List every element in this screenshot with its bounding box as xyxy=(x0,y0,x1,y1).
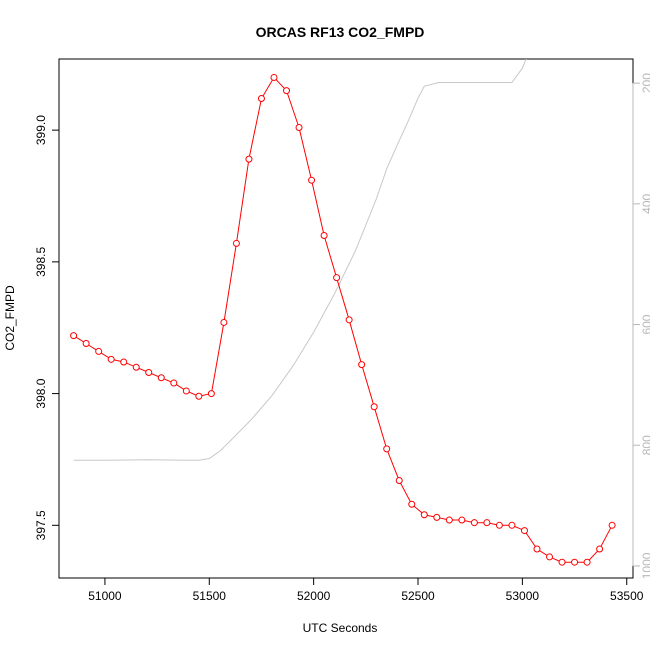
data-point xyxy=(458,516,466,524)
y-tick-label: 399.0 xyxy=(34,115,48,145)
data-point xyxy=(583,558,591,566)
data-point xyxy=(157,374,165,382)
data-point xyxy=(596,545,604,553)
data-point xyxy=(433,513,441,521)
data-point xyxy=(508,521,516,529)
x-tick-label: 52500 xyxy=(401,589,435,603)
right-y-tick-label: 800 xyxy=(640,435,650,455)
data-point xyxy=(145,369,153,377)
data-point xyxy=(232,239,240,247)
data-point xyxy=(70,332,78,340)
data-point xyxy=(495,521,503,529)
data-point xyxy=(558,558,566,566)
data-point xyxy=(345,316,353,324)
data-point xyxy=(270,73,278,81)
data-point xyxy=(107,355,115,363)
x-tick-label: 51500 xyxy=(193,589,227,603)
data-point xyxy=(170,379,178,387)
data-point xyxy=(470,519,478,527)
data-point xyxy=(220,318,228,326)
data-point xyxy=(95,347,103,355)
data-point xyxy=(383,445,391,453)
data-point xyxy=(608,521,616,529)
series-layer xyxy=(70,59,616,566)
data-point xyxy=(571,558,579,566)
right-y-tick-label: 1000 xyxy=(640,552,650,579)
x-tick-label: 53000 xyxy=(506,589,540,603)
data-point xyxy=(333,274,341,282)
data-point xyxy=(207,390,215,398)
y-tick-label: 398.0 xyxy=(34,378,48,408)
data-point xyxy=(308,176,316,184)
data-point xyxy=(370,403,378,411)
data-point xyxy=(520,527,528,535)
data-point xyxy=(82,340,90,348)
right-y-tick-label: 200 xyxy=(640,73,650,93)
data-point xyxy=(182,387,190,395)
right-y-axis: 200 400 600 800 1000 xyxy=(632,73,650,579)
data-point xyxy=(533,545,541,553)
x-tick-label: 51000 xyxy=(88,589,122,603)
data-point xyxy=(195,392,203,400)
x-tick-label: 53500 xyxy=(610,589,644,603)
data-point xyxy=(445,516,453,524)
right-y-tick-label: 600 xyxy=(640,314,650,334)
series-line-right-axis xyxy=(73,59,527,461)
x-tick-label: 52000 xyxy=(297,589,331,603)
y-axis-label: CO2_FMPD xyxy=(3,285,17,351)
x-axis-label: UTC Seconds xyxy=(303,621,378,635)
right-y-tick-label: 400 xyxy=(640,194,650,214)
data-point xyxy=(245,155,253,163)
series-line xyxy=(73,76,613,563)
data-point xyxy=(320,232,328,240)
y-tick-label: 398.5 xyxy=(34,247,48,277)
y-axis: 397.5 398.0 398.5 399.0 xyxy=(34,115,60,540)
x-axis: 51000 51500 52000 52500 53000 53500 xyxy=(88,577,644,603)
data-point xyxy=(408,500,416,508)
data-point xyxy=(257,95,265,103)
data-point xyxy=(283,87,291,95)
data-point xyxy=(395,477,403,485)
data-point xyxy=(132,363,140,371)
data-point xyxy=(483,519,491,527)
chart-title: ORCAS RF13 CO2_FMPD xyxy=(256,24,425,40)
data-point xyxy=(120,358,128,366)
data-point xyxy=(420,511,428,519)
data-point xyxy=(358,361,366,369)
y-tick-label: 397.5 xyxy=(34,510,48,540)
data-point xyxy=(295,123,303,131)
data-point xyxy=(546,553,554,561)
